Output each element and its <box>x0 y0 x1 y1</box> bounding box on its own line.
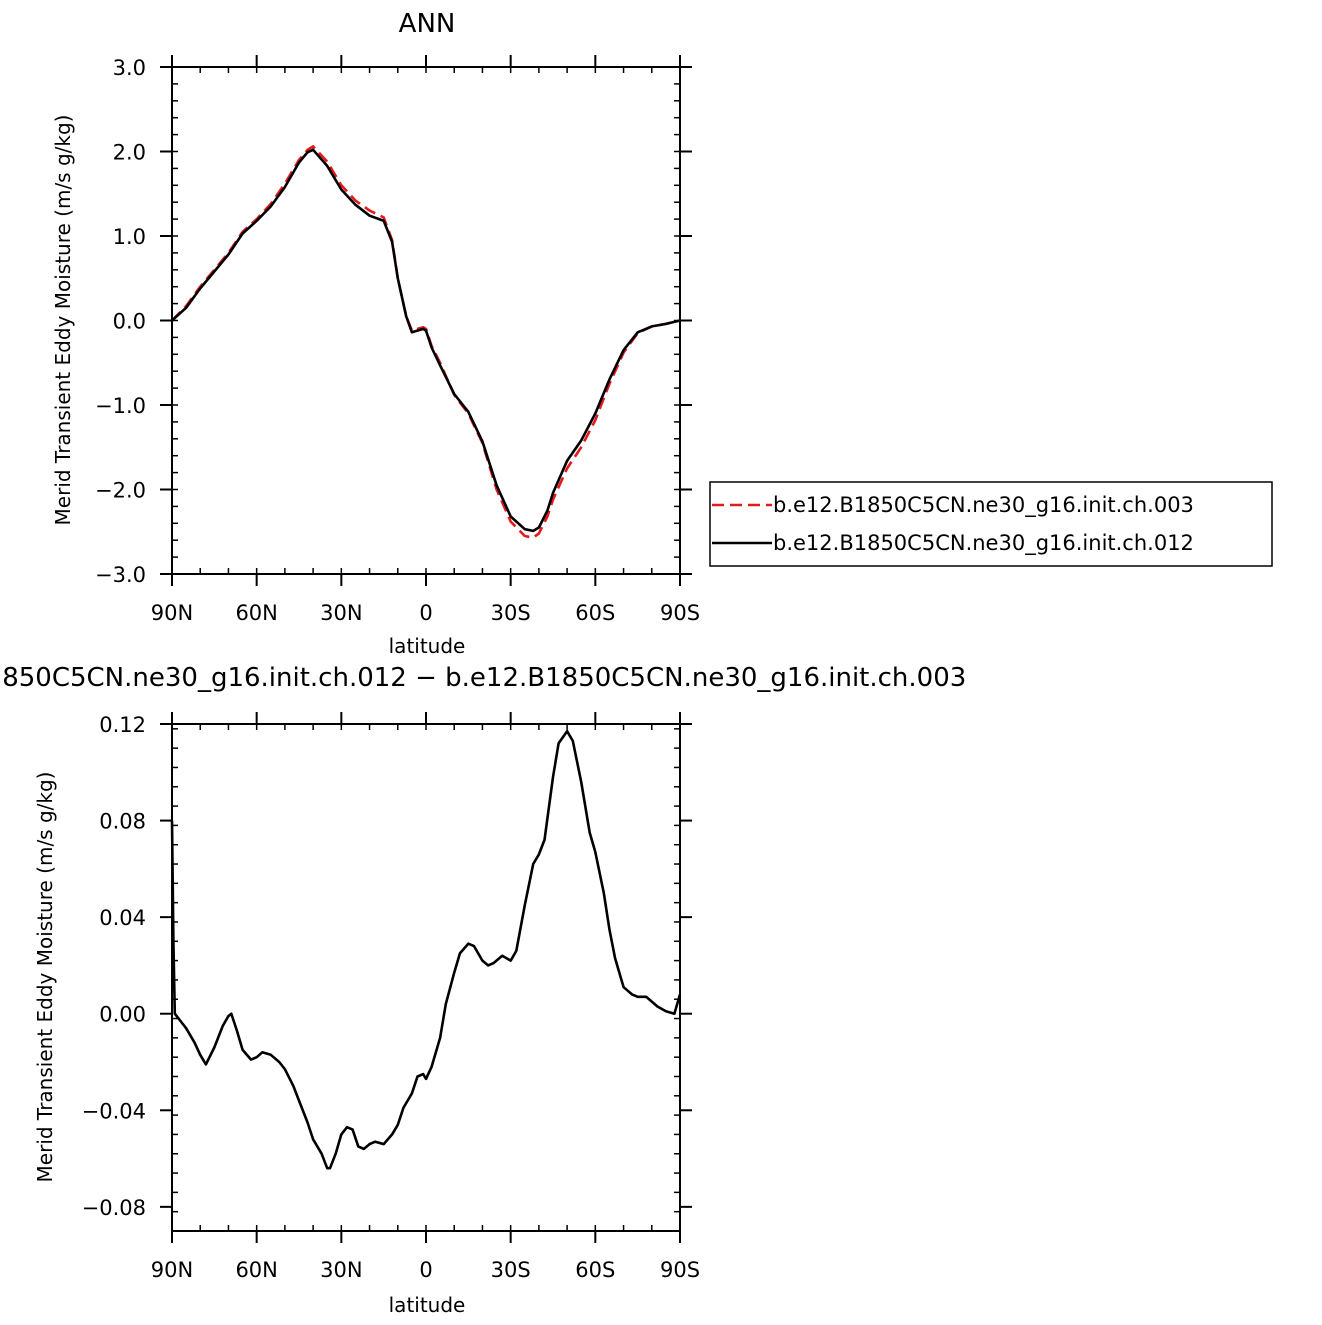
top-y-tick-label: −1.0 <box>95 394 146 418</box>
top-y-tick-label: −3.0 <box>95 563 146 587</box>
bottom-series <box>170 729 682 1170</box>
bottom-x-tick-label: 30S <box>491 1258 531 1282</box>
bottom-x-tick-label: 90S <box>660 1258 700 1282</box>
bottom-axes: 90N 60N 30N 0 30S 60S 90S −0.08 −0.04 0.00 0.04 0.0… <box>82 712 700 1282</box>
top-x-tick-label: 0 <box>419 601 432 625</box>
top-plot-frame <box>171 66 681 575</box>
top-y-tick-label: 0.0 <box>113 310 146 334</box>
top-series <box>171 145 681 540</box>
bottom-y-tick-label: −0.04 <box>82 1099 146 1123</box>
top-x-tick-label: 30S <box>491 601 531 625</box>
top-x-tick-label: 90N <box>151 601 193 625</box>
bottom-y-axis-label: Merid Transient Eddy Moisture (m/s g/kg) <box>33 772 57 1183</box>
top-x-tick-label: 90S <box>660 601 700 625</box>
bottom-y-tick-label: 0.04 <box>99 906 146 930</box>
bottom-x-axis-label: latitude <box>389 1293 466 1317</box>
legend-box <box>709 481 1273 567</box>
legend: b.e12.B1850C5CN.ne30_g16.init.ch.003 b.e… <box>709 481 1273 567</box>
bottom-x-tick-label: 0 <box>419 1258 432 1282</box>
top-chart-title: ANN <box>399 9 456 39</box>
top-series-line-2 <box>171 148 681 533</box>
legend-label-series-1: b.e12.B1850C5CN.ne30_g16.init.ch.003 <box>773 493 1194 518</box>
top-x-tick-label: 60S <box>575 601 615 625</box>
top-series-line-1 <box>171 145 681 540</box>
legend-label-series-2: b.e12.B1850C5CN.ne30_g16.init.ch.012 <box>773 531 1194 556</box>
top-panel: ANN 90N 60N 30N 0 30S 60S 90S −3.0 −2.0 −1.0 0.0 1.… <box>51 9 700 658</box>
bottom-series-line-1 <box>170 729 682 1170</box>
top-x-tick-label: 30N <box>320 601 362 625</box>
bottom-x-tick-label: 30N <box>320 1258 362 1282</box>
bottom-chart-title: b.e12.B1850C5CN.ne30_g16.init.ch.012 − b… <box>0 663 966 693</box>
top-axes: 90N 60N 30N 0 30S 60S 90S −3.0 −2.0 −1.0 0.0 1.0 2.0… <box>95 55 700 625</box>
top-y-tick-label: −2.0 <box>95 479 146 503</box>
bottom-x-tick-label: 60N <box>235 1258 277 1282</box>
bottom-panel: b.e12.B1850C5CN.ne30_g16.init.ch.012 − b… <box>0 663 966 1317</box>
top-y-tick-label: 2.0 <box>113 141 146 165</box>
bottom-plot-frame <box>171 723 681 1232</box>
bottom-y-tick-label: 0.12 <box>99 713 146 737</box>
bottom-x-tick-label: 60S <box>575 1258 615 1282</box>
bottom-x-tick-label: 90N <box>151 1258 193 1282</box>
top-y-axis-label: Merid Transient Eddy Moisture (m/s g/kg) <box>51 115 75 526</box>
top-x-axis-label: latitude <box>389 634 466 658</box>
top-x-tick-label: 60N <box>235 601 277 625</box>
top-y-tick-label: 3.0 <box>113 56 146 80</box>
bottom-y-tick-label: 0.08 <box>99 810 146 834</box>
bottom-y-tick-label: 0.00 <box>99 1003 146 1027</box>
top-y-tick-label: 1.0 <box>113 225 146 249</box>
bottom-y-tick-label: −0.08 <box>82 1196 146 1220</box>
